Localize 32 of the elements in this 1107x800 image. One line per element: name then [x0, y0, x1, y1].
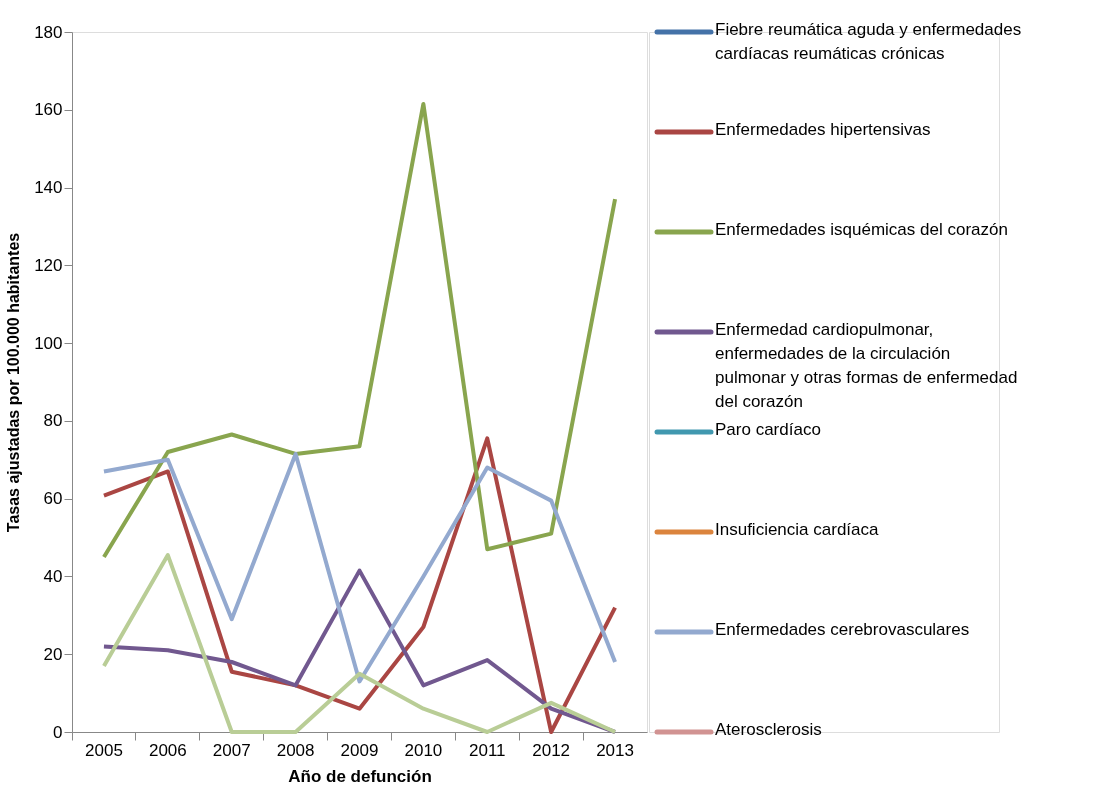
- line-series: [101, 451, 618, 684]
- y-tick-label: 80: [43, 411, 63, 431]
- x-tick-label: 2006: [148, 740, 187, 760]
- y-tick-label: 160: [34, 100, 63, 120]
- y-axis-title: Tasas ajustadas por 100.000 habitantes: [5, 232, 23, 533]
- x-tick-label: 2005: [85, 740, 123, 760]
- legend-label: Fiebre reumática aguda y enfermedades cardíacas reumáticas crónicas: [715, 20, 1022, 63]
- y-tick-label: 20: [43, 644, 63, 664]
- line-series: [101, 436, 618, 734]
- legend-label: Enfermedades hipertensivas: [715, 120, 931, 139]
- x-tick-label: 2007: [212, 740, 251, 760]
- y-tick-label: 180: [34, 22, 63, 42]
- line-series: [101, 101, 618, 559]
- x-axis-title: Año de defunción: [288, 766, 432, 786]
- y-tick-label: 140: [34, 178, 63, 198]
- x-tick-label: 2011: [469, 740, 506, 760]
- x-tick-label: 2009: [340, 740, 379, 760]
- y-tick-label: 120: [34, 255, 63, 275]
- x-tick-label: 2008: [276, 740, 315, 760]
- legend-label: Enfermedades isquémicas del corazón: [715, 220, 1008, 239]
- y-tick-label: 0: [53, 722, 63, 742]
- legend-label: Enfermedades cerebrovasculares: [715, 620, 970, 639]
- y-tick-label: 60: [43, 489, 63, 509]
- legend-label: Aterosclerosis: [715, 720, 822, 739]
- legend-label: Enfermedad cardiopulmonar, enfermedades de la circulación pulmonar y otras formas de enfermedad del corazón: [715, 320, 1018, 411]
- x-tick-label: 2013: [596, 740, 634, 760]
- legend-label: Paro cardíaco: [715, 420, 821, 439]
- y-tick-label: 100: [34, 333, 63, 353]
- y-tick-label: 40: [43, 566, 63, 586]
- x-tick-label: 2012: [532, 740, 571, 760]
- legend-label: Insuficiencia cardíaca: [715, 520, 880, 539]
- x-tick-label: 2010: [404, 740, 443, 760]
